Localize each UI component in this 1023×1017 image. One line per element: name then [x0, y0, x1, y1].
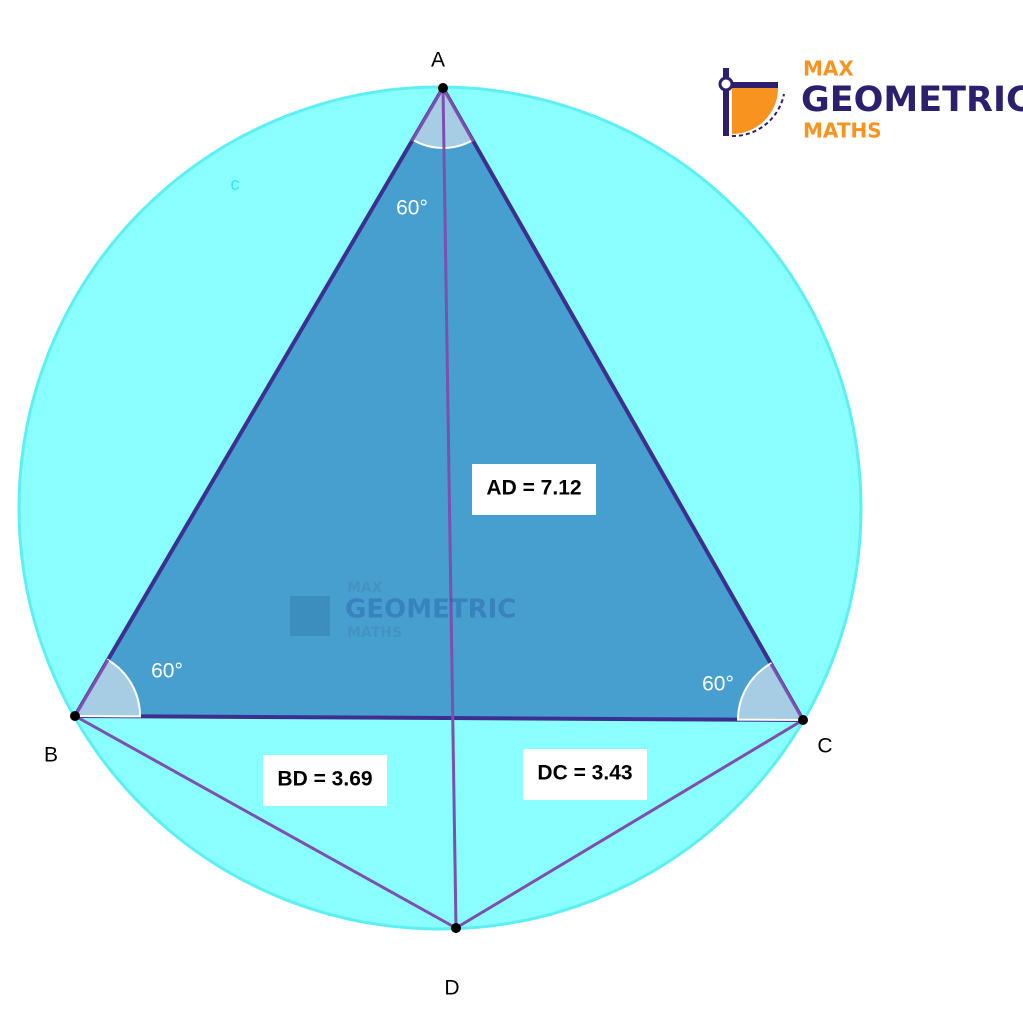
point-b: [70, 711, 80, 721]
segment-label: BD = 3.69: [277, 768, 372, 791]
point-label: B: [44, 744, 58, 767]
angle-arc-c: [736, 662, 805, 722]
point-label: D: [444, 977, 459, 1000]
edge-accent: [769, 663, 805, 721]
label-box: [523, 749, 647, 800]
logo-icon-arc: [731, 93, 785, 138]
logo-geometric: GEOMETRIC: [801, 80, 1023, 120]
watermark-maths: MATHS: [347, 625, 402, 641]
point-label: C: [817, 735, 832, 758]
point-label: A: [431, 49, 445, 72]
segment-bd: [74, 714, 457, 930]
logo-max: MAX: [803, 57, 854, 81]
edge-accent: [73, 659, 110, 717]
logo-icon-quarter: [732, 88, 778, 134]
angle-label: 60°: [396, 197, 428, 220]
segment-dc: [455, 718, 804, 930]
watermark-icon: [290, 596, 330, 636]
point-c: [798, 715, 808, 725]
logo: MAX GEOMETRIC MATHS: [718, 57, 1023, 143]
point-a: [438, 83, 448, 93]
point-d: [451, 923, 461, 933]
segment-label: AD = 7.12: [486, 477, 581, 500]
logo-maths: MATHS: [803, 119, 882, 143]
angle-label: 60°: [151, 660, 183, 683]
segment-label: DC = 3.43: [537, 762, 632, 785]
segment-ad: [441, 87, 458, 929]
watermark: MAX GEOMETRIC MATHS: [290, 580, 516, 641]
label-box: [472, 464, 596, 515]
label-box: [263, 755, 387, 806]
watermark-max: MAX: [347, 580, 383, 596]
logo-icon-top: [726, 82, 778, 88]
triangle-abc: [71, 84, 807, 723]
watermark-geometric: GEOMETRIC: [345, 595, 516, 625]
logo-icon-pivot: [718, 76, 734, 92]
angle-arc-b: [73, 658, 142, 718]
circle-label: c: [231, 174, 240, 194]
edge-accent: [441, 87, 475, 142]
edge-accent: [410, 87, 445, 142]
angle-label: 60°: [702, 673, 734, 696]
